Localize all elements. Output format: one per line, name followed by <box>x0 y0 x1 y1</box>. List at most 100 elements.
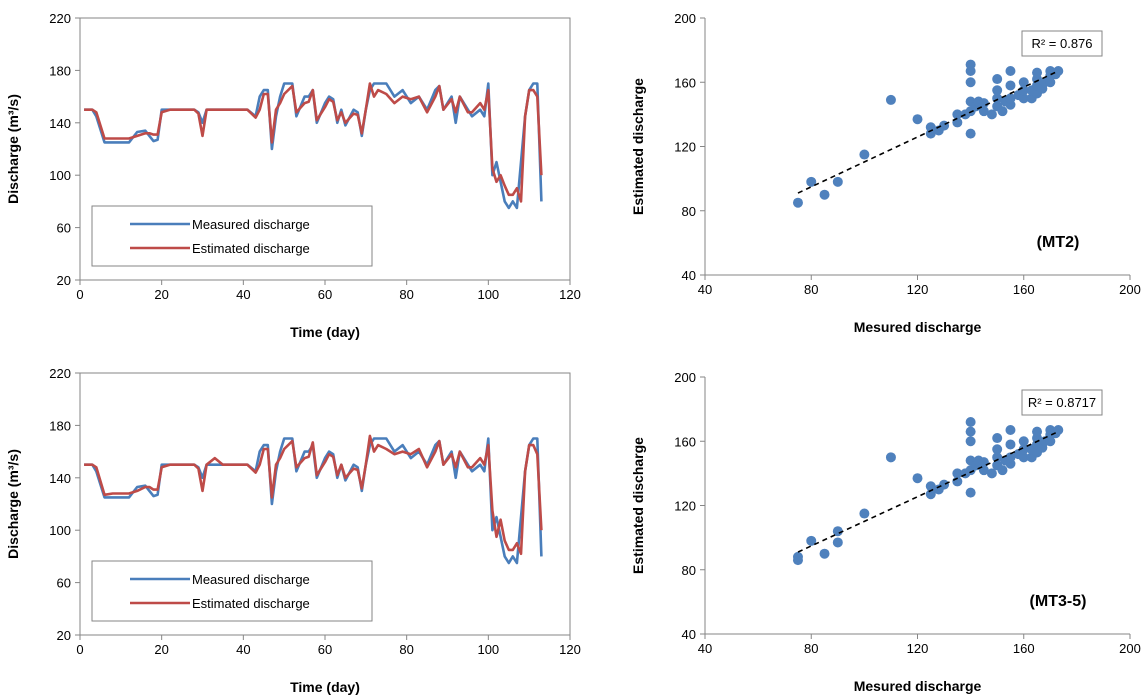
x-tick-label: 160 <box>1013 282 1035 297</box>
x-tick-label: 120 <box>559 642 581 657</box>
scatter-point <box>966 77 976 87</box>
scatter-point <box>992 74 1002 84</box>
x-tick-label: 60 <box>318 642 332 657</box>
legend-box <box>92 206 372 266</box>
scatter-point <box>859 509 869 519</box>
y-tick-label: 200 <box>674 370 696 385</box>
y-tick-label: 100 <box>49 523 71 538</box>
y-tick-label: 60 <box>57 221 71 236</box>
y-tick-label: 220 <box>49 11 71 26</box>
r-squared-label: R² = 0.876 <box>1031 36 1092 51</box>
y-tick-label: 40 <box>682 627 696 642</box>
legend-label: Estimated discharge <box>192 241 310 256</box>
scatter-point <box>820 549 830 559</box>
y-tick-label: 180 <box>49 418 71 433</box>
scatter-point <box>1019 436 1029 446</box>
scatter-point <box>833 537 843 547</box>
y-tick-label: 160 <box>674 434 696 449</box>
legend-label: Measured discharge <box>192 217 310 232</box>
scatter-point <box>859 150 869 160</box>
scatter-point <box>966 488 976 498</box>
x-tick-label: 80 <box>804 282 818 297</box>
x-tick-label: 80 <box>399 642 413 657</box>
x-tick-label: 80 <box>399 287 413 302</box>
series-line-measured <box>84 439 541 564</box>
y-tick-label: 20 <box>57 273 71 288</box>
x-tick-label: 80 <box>804 641 818 656</box>
x-axis-label: Mesured discharge <box>854 319 982 335</box>
scatter-point <box>913 114 923 124</box>
scatter-point <box>966 427 976 437</box>
legend-label: Measured discharge <box>192 572 310 587</box>
x-tick-label: 20 <box>154 642 168 657</box>
x-tick-label: 20 <box>154 287 168 302</box>
r-squared-label: R² = 0.8717 <box>1028 395 1096 410</box>
x-axis-label: Time (day) <box>290 679 360 695</box>
scatter-point <box>992 433 1002 443</box>
y-tick-label: 160 <box>674 75 696 90</box>
scatter-point <box>966 417 976 427</box>
scatter-point <box>793 198 803 208</box>
scatter-point <box>998 465 1008 475</box>
panel-label: (MT2) <box>1037 234 1080 251</box>
chart-panel-1: 0 20 40 60 80 100 120 20 60 100 140 180 220 Time (day… <box>5 11 581 340</box>
x-tick-label: 0 <box>76 642 83 657</box>
y-tick-label: 120 <box>674 499 696 514</box>
x-tick-label: 200 <box>1119 641 1141 656</box>
scatter-point <box>793 552 803 562</box>
scatter-point <box>939 480 949 490</box>
x-tick-label: 160 <box>1013 641 1035 656</box>
scatter-point <box>886 95 896 105</box>
scatter-point <box>1005 425 1015 435</box>
x-axis-label: Mesured discharge <box>854 678 982 694</box>
y-tick-label: 60 <box>57 576 71 591</box>
scatter-point <box>1032 427 1042 437</box>
y-axis-label: Estimated discharge <box>630 78 646 215</box>
x-tick-label: 60 <box>318 287 332 302</box>
x-tick-label: 40 <box>236 642 250 657</box>
x-tick-label: 40 <box>236 287 250 302</box>
scatter-point <box>992 85 1002 95</box>
y-tick-label: 100 <box>49 168 71 183</box>
x-tick-label: 100 <box>477 642 499 657</box>
scatter-point <box>966 129 976 139</box>
series-line-measured <box>84 84 541 208</box>
legend-label: Estimated discharge <box>192 596 310 611</box>
chart-panel-3: 0 20 40 60 80 100 120 20 60 100 140 180 220 Time (day… <box>5 366 581 695</box>
y-tick-label: 220 <box>49 366 71 381</box>
y-tick-label: 200 <box>674 11 696 26</box>
scatter-point <box>979 457 989 467</box>
scatter-point <box>966 436 976 446</box>
y-tick-label: 140 <box>49 116 71 131</box>
x-axis-label: Time (day) <box>290 324 360 340</box>
series-line-estimated <box>84 84 541 202</box>
y-axis-label: Estimated discharge <box>630 437 646 574</box>
y-tick-label: 80 <box>682 204 696 219</box>
scatter-point <box>966 60 976 70</box>
y-tick-label: 140 <box>49 471 71 486</box>
x-tick-label: 200 <box>1119 282 1141 297</box>
x-tick-label: 0 <box>76 287 83 302</box>
scatter-point <box>820 190 830 200</box>
x-tick-label: 100 <box>477 287 499 302</box>
x-tick-label: 120 <box>559 287 581 302</box>
x-tick-label: 40 <box>698 641 712 656</box>
x-tick-label: 120 <box>907 641 929 656</box>
y-tick-label: 20 <box>57 628 71 643</box>
scatter-point <box>913 473 923 483</box>
legend-box <box>92 561 372 621</box>
scatter-point <box>998 106 1008 116</box>
scatter-point <box>1032 68 1042 78</box>
scatter-point <box>1005 439 1015 449</box>
y-tick-label: 80 <box>682 563 696 578</box>
chart-panel-4: 40 80 120 160 200 40 80 120 160 200 Mesured discha… <box>630 370 1141 694</box>
y-axis-label: Discharge (m³/s) <box>5 94 21 204</box>
scatter-point <box>1005 66 1015 76</box>
scatter-point <box>992 444 1002 454</box>
scatter-point <box>1005 80 1015 90</box>
chart-panel-2: 40 80 120 160 200 40 80 120 160 200 Mesured discha… <box>630 11 1141 335</box>
scatter-point <box>886 452 896 462</box>
scatter-point <box>833 177 843 187</box>
y-tick-label: 120 <box>674 140 696 155</box>
